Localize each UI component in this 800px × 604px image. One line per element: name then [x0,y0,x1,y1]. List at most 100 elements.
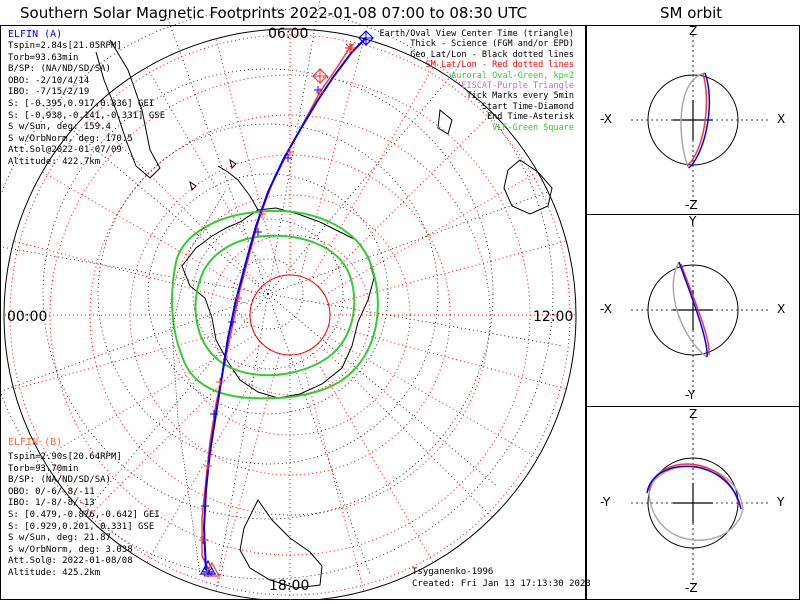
orbit-axis-label-right: X [777,302,786,316]
orbit-axis-label-right: Y [777,495,785,509]
orbit-axis-label-left: -X [600,112,612,126]
elfin-a-info-line: S: [-0.395,0.917,0.836] GEI [8,98,155,109]
elfin-b-info-line: S: [0.929,0.201,-0.331] GSE [8,521,155,532]
elfin-b-info-line: S w/OrbNorm, deg: 3.038 [8,544,133,555]
legend-item: Earth/Oval View Center Time (triangle) [379,29,574,39]
orbit-axis-label-top: Z [689,24,698,38]
sm-orbit-panels [631,30,771,585]
geo-lat-circle [42,68,494,520]
elfin-b-tick [216,378,224,386]
legend-item: Start Time-Diamond [481,101,574,112]
elfin-a-tick [314,86,322,94]
elfin-b-tick [286,148,294,156]
elfin-a-info-line: S w/Sun, deg: 159.4 [8,122,111,133]
geo-meridian [267,293,371,577]
sm-meridian [328,240,567,306]
elfin-b-start-diamond-cross [313,69,327,83]
orbit-title: SM orbit [660,4,723,22]
sm-meridian [13,324,252,390]
elfin-a-info-line: OBO: -2/10/4/14 [8,75,90,86]
elfin-a-center-triangle [199,559,217,575]
orbit-trace-shadow [680,72,706,169]
sm-meridian [13,240,252,306]
elfin-b-name: ELFIN (B) [8,437,63,448]
geo-meridian [267,293,499,488]
geo-meridian [267,0,321,295]
sm-meridian [317,342,493,518]
sm-meridian [324,171,538,296]
elfin-b-info-line: IBO: 1/-8/-8/-13 [8,498,95,509]
elfin-b-info-line: Tspin=2.90s[20.64RPM] [8,452,122,462]
elfin-a-start-diamond-cross [359,31,373,45]
elfin-b-info-line: S w/Sun, deg: 21.87 [8,533,111,544]
legend-item: Auroral Oval-Green, kp=2 [451,70,574,81]
mlt-label-left: 00:00 [7,309,48,325]
footprint-tracks [171,30,374,577]
africa-outline [239,499,323,589]
orbit-panel-3 [631,413,771,585]
elfin-a-info: Tspin=2.84s[21.05RPM] Torb=93.63min B/SP: … [8,41,165,169]
continents [95,39,553,589]
elfin-b-orbit [648,463,740,506]
geo-grid [0,0,564,590]
mlt-label-bottom: 18:00 [269,578,310,594]
sm-meridian [317,112,493,288]
sm-meridian [309,349,434,563]
legend-item: Tick Marks every 5min [466,91,574,102]
elfin-b-center-triangle [203,561,221,577]
elfin-a-name: ELFIN (A) [8,29,63,40]
south-america-outline [95,39,161,179]
auroral-ovals [171,210,379,400]
elfin-b-info-line: OBO: 0/-6/-8/-11 [8,486,95,497]
mlt-label-right: 12:00 [533,309,574,325]
antarctic-peninsula-outline [217,165,259,211]
model-credit: Tsyganenko-1996 [412,567,494,577]
sm-meridian [42,334,256,459]
sm-meridian [215,38,281,277]
elfin-b-info: Tspin=2.90s[20.64RPM] Torb=93.70min B/SP: … [8,452,160,580]
geo-meridian [267,293,564,347]
auroral-oval-inner [194,234,356,377]
elfin-a-tick [228,318,236,326]
australia-outline [503,159,553,215]
legend-item: End Time-Asterisk [487,112,574,123]
elfin-b-orbit [680,263,710,356]
orbit-panel-2 [631,220,771,392]
mlt-label-top: 06:00 [268,26,309,42]
figure-title: Southern Solar Magnetic Footprints 2022-… [20,4,528,22]
elfin-a-info-line: B/SP: (NA/ND/SD/SA) [8,64,111,75]
island-small-2 [229,158,237,169]
elfin-a-info-line: S w/OrbNorm, deg: 170.5 [8,133,133,144]
elfin-b-track [201,43,353,573]
elfin-a-info-line: S: [-0.938,-0.141,-0.331] GSE [8,110,166,121]
orbit-panel-1 [631,30,771,202]
elfin-b-tick [316,88,324,96]
elfin-a-tick [210,410,218,418]
legend-item: Geo Lat/Lon - Black dotted lines [410,49,574,60]
geo-lat-circle [0,8,554,580]
legend-item: EISCAT-Purple Triangle [461,81,574,92]
elfin-b-orbit [686,73,708,167]
orbit-axis-label-bottom: -Z [685,198,698,212]
elfin-a-info-line: IBO: -7/15/2/19 [8,87,90,98]
elfin-b-info-line: B/SP: (NA/ND/SD/SA) [8,475,111,486]
legend-item: Thick - Science (FGM and/or EPD) [410,39,574,50]
elfin-b-tick [204,462,212,470]
new-zealand-outline [437,109,453,135]
island-small-1 [189,180,197,191]
geo-meridian [0,246,269,295]
map-legend: Earth/Oval View Center Time (triangle) Th… [380,29,574,133]
orbit-axis-label-right: X [777,112,786,126]
orbit-axis-label-top: Y [689,214,697,228]
legend-item: VLF-Green Square [492,122,574,133]
orbit-axis-label-bottom: -Y [685,388,696,402]
elfin-b-end-asterisk [345,43,355,53]
elfin-b-info-line: Altitude: 425.2km [8,567,101,578]
elfin-b-info-line: Torb=93.70min [8,463,79,474]
created-timestamp: Created: Fri Jan 13 17:13:30 2023 [412,579,591,589]
elfin-a-orbit [646,465,742,510]
geo-lat-circle [97,123,439,465]
orbit-axis-label-top: Z [689,407,698,421]
